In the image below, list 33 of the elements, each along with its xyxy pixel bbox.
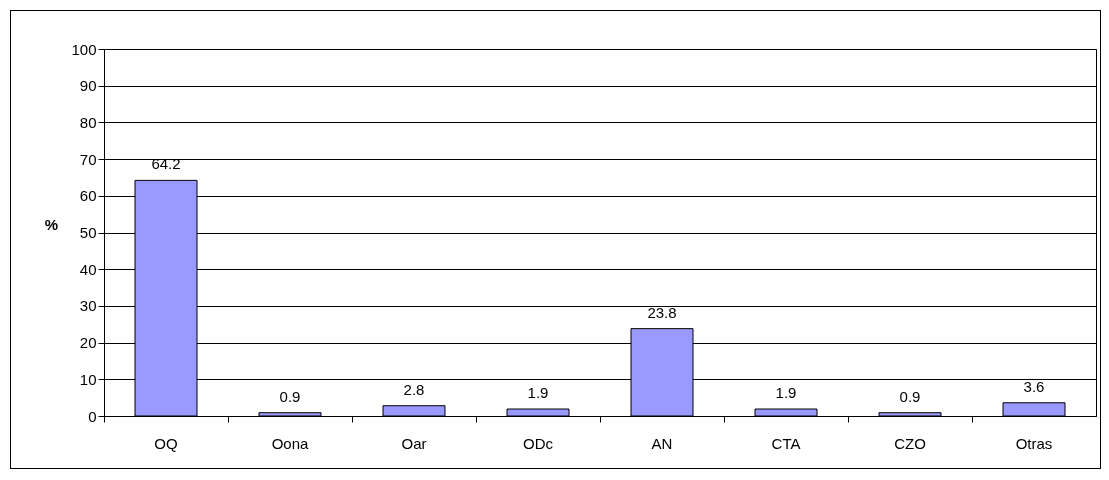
x-tick-label: Oar <box>401 434 427 452</box>
x-tick-label: CTA <box>771 434 801 452</box>
x-tick-label: Oona <box>271 434 309 452</box>
y-axis-title: % <box>44 216 59 233</box>
y-tick-label: 60 <box>79 187 97 205</box>
y-tick-label: 30 <box>79 297 97 315</box>
data-label: 3.6 <box>1023 377 1045 395</box>
x-tick-label: OQ <box>154 434 178 452</box>
y-tick-label: 10 <box>79 370 97 388</box>
x-tick-label: ODc <box>523 434 554 452</box>
y-tick-label: 20 <box>79 334 97 352</box>
y-tick-label: 0 <box>88 407 97 425</box>
y-tick-label: 40 <box>79 260 97 278</box>
data-label: 1.9 <box>775 384 797 402</box>
data-label: 2.8 <box>403 380 425 398</box>
x-tick-label: AN <box>651 434 673 452</box>
bar <box>754 408 818 417</box>
data-label: 23.8 <box>647 303 677 321</box>
data-label: 0.9 <box>279 387 301 405</box>
bar <box>382 405 446 417</box>
data-label: 1.9 <box>527 384 549 402</box>
y-tick-label: 50 <box>79 224 97 241</box>
bar <box>1002 402 1066 417</box>
y-tick-label: 100 <box>71 40 97 58</box>
x-tick-label: Otras <box>1015 434 1053 452</box>
y-tick-label: 70 <box>79 150 97 168</box>
x-tick-label: CZO <box>894 434 926 452</box>
y-tick-label: 80 <box>79 113 97 131</box>
bar <box>878 412 942 417</box>
bar <box>258 412 322 417</box>
data-label: 0.9 <box>899 387 921 405</box>
y-tick-label: 90 <box>79 77 97 95</box>
bar <box>506 408 570 417</box>
